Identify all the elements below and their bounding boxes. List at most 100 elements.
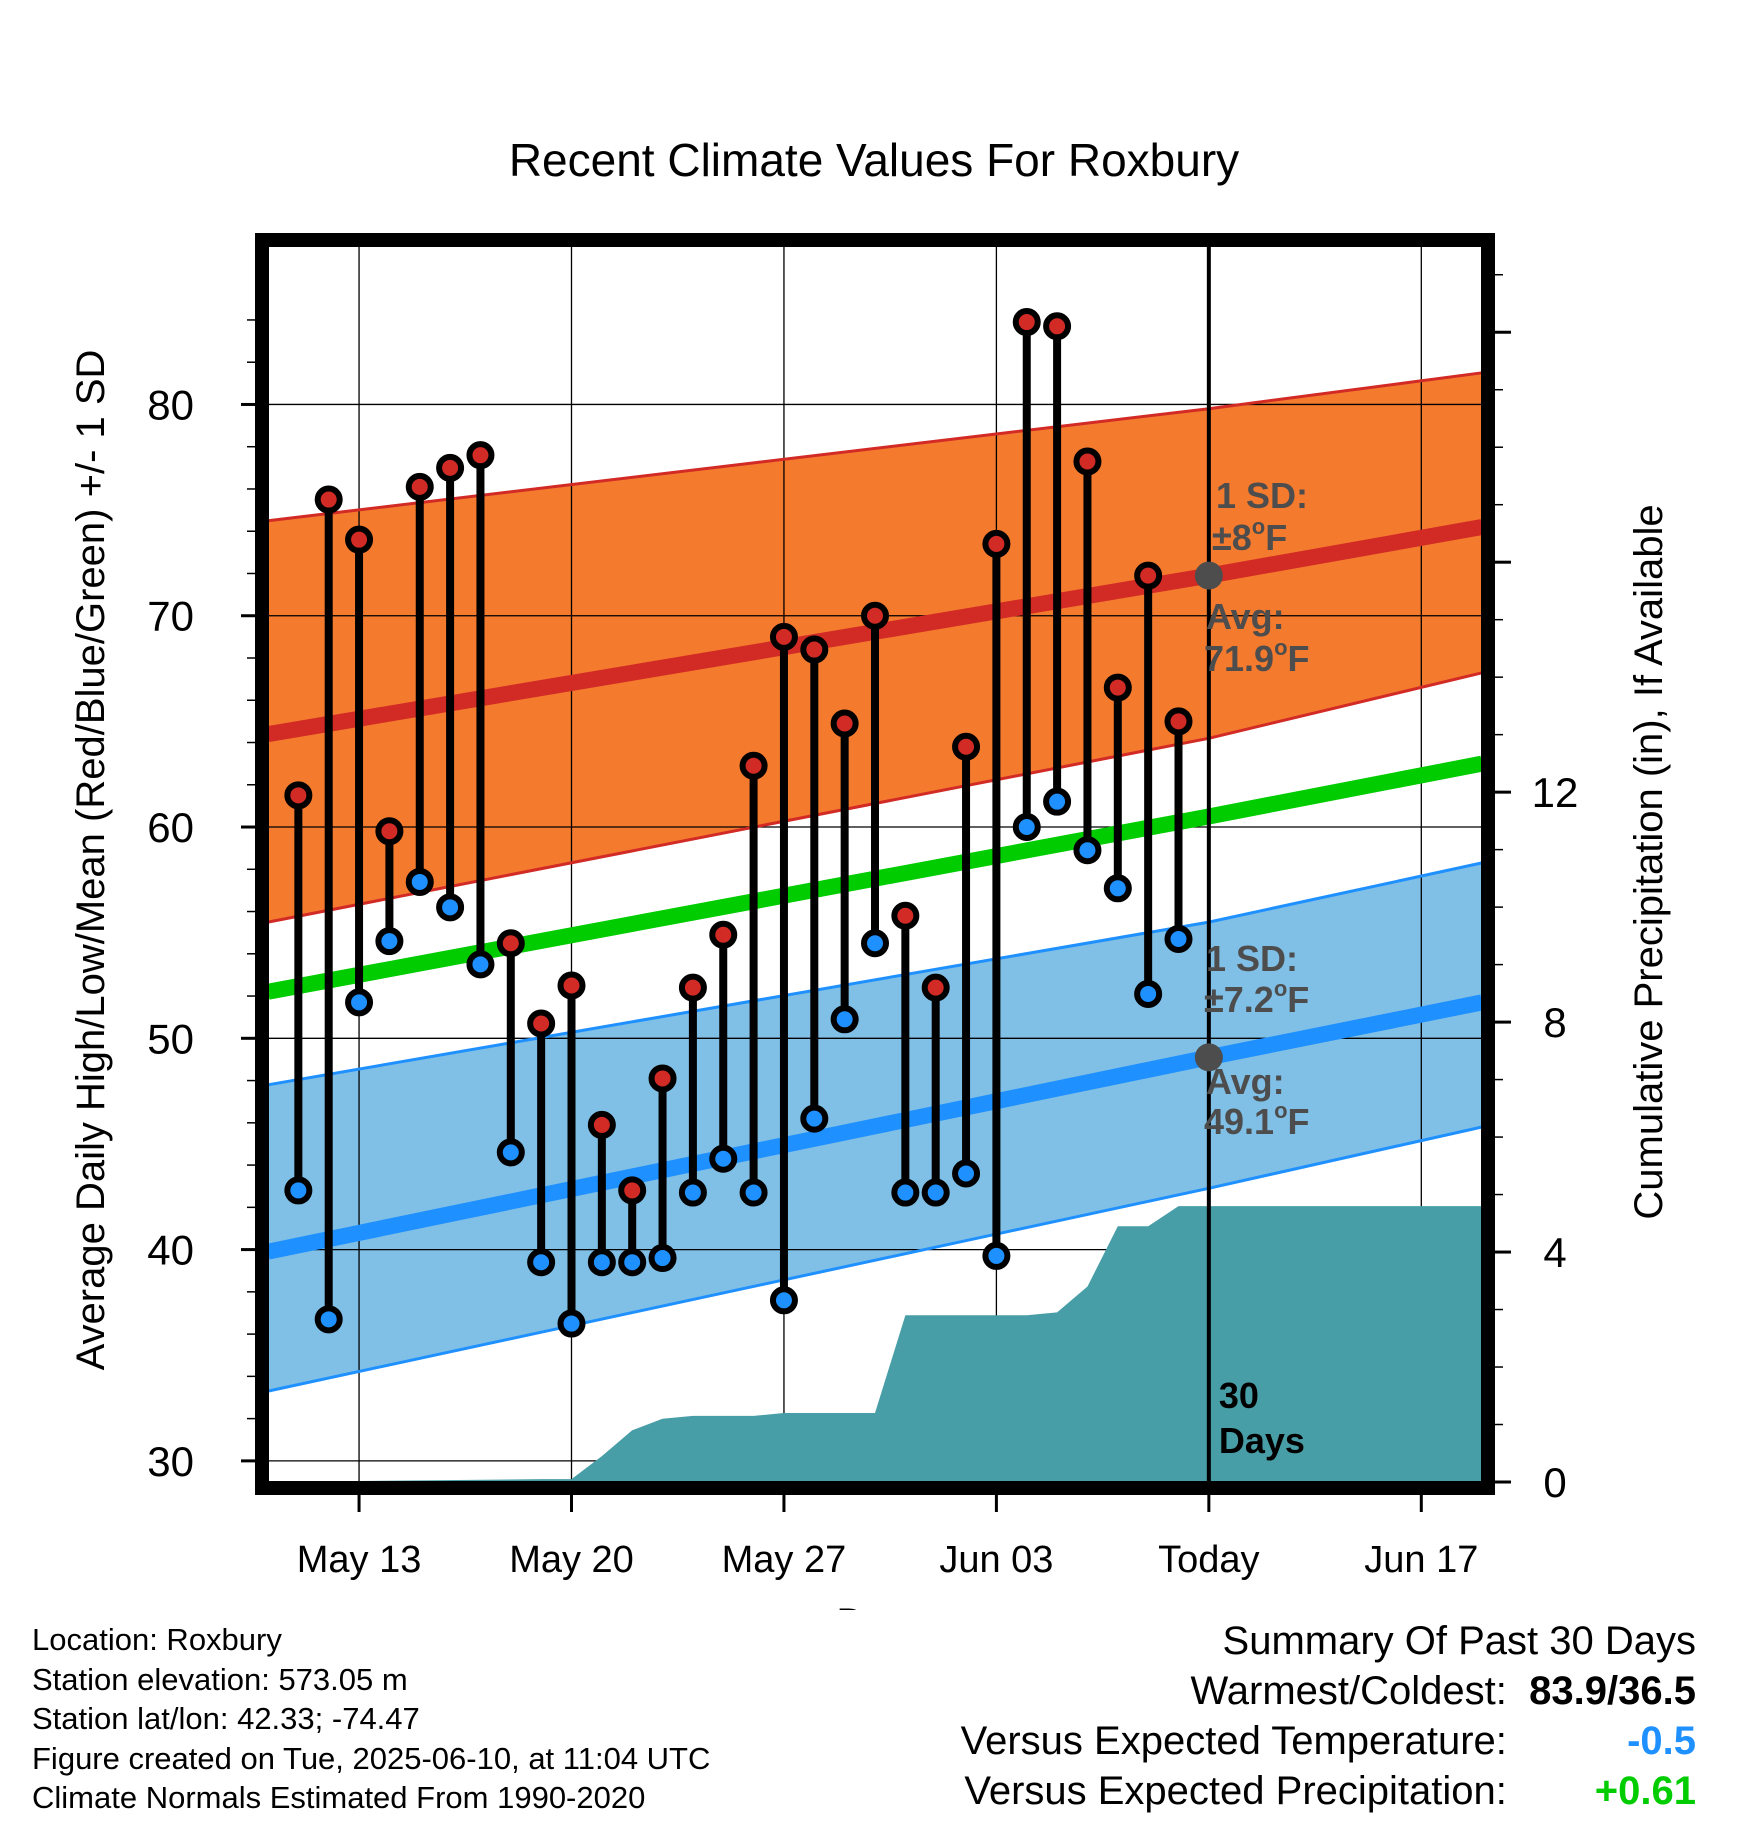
x-tick-label: Today: [1158, 1539, 1259, 1581]
temp-departure-label: Versus Expected Temperature:: [960, 1719, 1507, 1763]
daily-low-marker: [1134, 979, 1163, 1008]
high-sd-label: 1 SD:: [1216, 475, 1308, 516]
y2-axis-label: Cumulative Precipitation (in), If Availa…: [1627, 504, 1671, 1219]
daily-high-marker: [345, 525, 374, 554]
station-info: Location: Roxbury Station elevation: 573…: [32, 1620, 710, 1818]
low-avg-value: 49.1oF: [1204, 1098, 1310, 1142]
daily-high-marker: [769, 622, 798, 651]
precip-departure-row: Versus Expected Precipitation: +0.61: [961, 1766, 1696, 1816]
daily-low-marker: [496, 1138, 525, 1167]
y-tick-label: 30: [147, 1438, 194, 1485]
cumulative-precip-area: [268, 1206, 1482, 1482]
daily-low-marker: [952, 1159, 981, 1188]
daily-low-marker: [739, 1178, 768, 1207]
normals-text: Climate Normals Estimated From 1990-2020: [32, 1780, 646, 1815]
annotations: 1 SD: ±8oF Avg: 71.9oF 1 SD: ±7.2oF Avg:…: [1204, 475, 1310, 1142]
location-text: Location: Roxbury: [32, 1622, 282, 1657]
daily-high-marker: [405, 472, 434, 501]
elevation-text: Station elevation: 573.05 m: [32, 1661, 408, 1697]
daily-low-marker: [1103, 874, 1132, 903]
chart-title: Recent Climate Values For Roxbury: [509, 134, 1239, 186]
climate-chart: Recent Climate Values For Roxbury 30 Days…: [69, 134, 1671, 1610]
daily-low-marker: [314, 1305, 343, 1334]
precip-departure-value: +0.61: [1594, 1769, 1696, 1813]
daily-low-marker: [830, 1005, 859, 1034]
daily-high-marker: [891, 901, 920, 930]
daily-high-marker: [1134, 561, 1163, 590]
daily-low-marker: [648, 1244, 677, 1273]
daily-low-marker: [861, 929, 889, 958]
daily-high-marker: [1012, 308, 1041, 337]
daily-high-marker: [436, 453, 465, 482]
x-axis-label: Day: [836, 1601, 907, 1610]
temp-departure-value: -0.5: [1627, 1719, 1696, 1763]
daily-high-marker: [557, 971, 586, 1000]
daily-low-marker: [800, 1104, 829, 1133]
precip-departure-label: Versus Expected Precipitation:: [964, 1769, 1507, 1813]
daily-high-marker: [861, 601, 889, 630]
daily-high-marker: [1073, 447, 1102, 476]
high-avg-label: Avg:: [1206, 596, 1285, 637]
y-tick-label: 40: [147, 1227, 194, 1274]
daily-low-marker: [891, 1178, 920, 1207]
temp-departure-row: Versus Expected Temperature: -0.5: [961, 1716, 1696, 1766]
high-sd-value: ±8oF: [1212, 514, 1287, 558]
low-sd-label: 1 SD:: [1206, 938, 1298, 979]
summary-title: Summary Of Past 30 Days: [1222, 1619, 1696, 1663]
daily-low-marker: [921, 1178, 950, 1207]
daily-high-marker: [739, 751, 768, 780]
daily-low-marker: [1012, 813, 1041, 842]
daily-low-marker: [769, 1286, 798, 1315]
daily-high-marker: [921, 973, 950, 1002]
daily-high-marker: [618, 1176, 647, 1205]
x-tick-label: May 13: [297, 1539, 422, 1581]
daily-high-marker: [800, 635, 829, 664]
low-sd-value: ±7.2oF: [1204, 976, 1309, 1020]
summary-panel: Summary Of Past 30 Days Warmest/Coldest:…: [961, 1616, 1696, 1816]
y-tick-label: 80: [147, 381, 194, 428]
today-high-avg-dot: [1194, 561, 1223, 590]
y2-tick-label: 12: [1532, 769, 1579, 816]
daily-low-marker: [709, 1144, 738, 1173]
daily-low-marker: [345, 988, 374, 1017]
y-tick-label: 50: [147, 1015, 194, 1062]
daily-low-marker: [587, 1248, 616, 1277]
daily-high-marker: [466, 441, 495, 470]
y2-tick-label: 0: [1543, 1459, 1566, 1506]
warmest-coldest-label: Warmest/Coldest:: [1190, 1669, 1507, 1713]
today-marker: 30 Days: [1194, 246, 1305, 1482]
x-tick-label: Jun 17: [1364, 1539, 1478, 1581]
y-tick-label: 70: [147, 593, 194, 640]
daily-high-marker: [527, 1009, 556, 1038]
warmest-coldest-value: 83.9/36.5: [1529, 1669, 1696, 1713]
daily-high-marker: [1043, 312, 1072, 341]
daily-low-marker: [375, 927, 404, 956]
daily-low-marker: [527, 1248, 556, 1277]
daily-high-marker: [982, 529, 1011, 558]
daily-high-marker: [678, 973, 707, 1002]
latlon-text: Station lat/lon: 42.33; -74.47: [32, 1701, 420, 1736]
axes: 30 40 50 60 70 80 0 4 8 12 May 13 May 20 May 27 Jun 0…: [147, 233, 1579, 1581]
daily-low-marker: [466, 950, 495, 979]
daily-high-marker: [284, 781, 313, 810]
daily-low-marker: [436, 893, 465, 922]
y2-tick-label: 8: [1543, 999, 1566, 1046]
daily-high-marker: [375, 817, 404, 846]
today-days-label: 30 Days: [1219, 1375, 1305, 1461]
warmest-coldest-row: Warmest/Coldest: 83.9/36.5: [961, 1666, 1697, 1716]
y2-tick-label: 4: [1543, 1229, 1566, 1276]
daily-low-marker: [405, 867, 434, 896]
daily-high-marker: [952, 732, 981, 761]
y-tick-label: 60: [147, 804, 194, 851]
daily-low-marker: [1043, 787, 1072, 816]
x-tick-label: May 27: [722, 1539, 847, 1581]
low-avg-label: Avg:: [1206, 1061, 1285, 1102]
x-tick-label: May 20: [509, 1539, 634, 1581]
daily-high-marker: [587, 1110, 616, 1139]
daily-low-marker: [982, 1241, 1011, 1270]
daily-high-marker: [648, 1064, 677, 1093]
daily-high-marker: [496, 929, 525, 958]
daily-high-marker: [830, 709, 859, 738]
high-avg-value: 71.9oF: [1204, 635, 1310, 679]
created-text: Figure created on Tue, 2025-06-10, at 11…: [32, 1740, 711, 1776]
